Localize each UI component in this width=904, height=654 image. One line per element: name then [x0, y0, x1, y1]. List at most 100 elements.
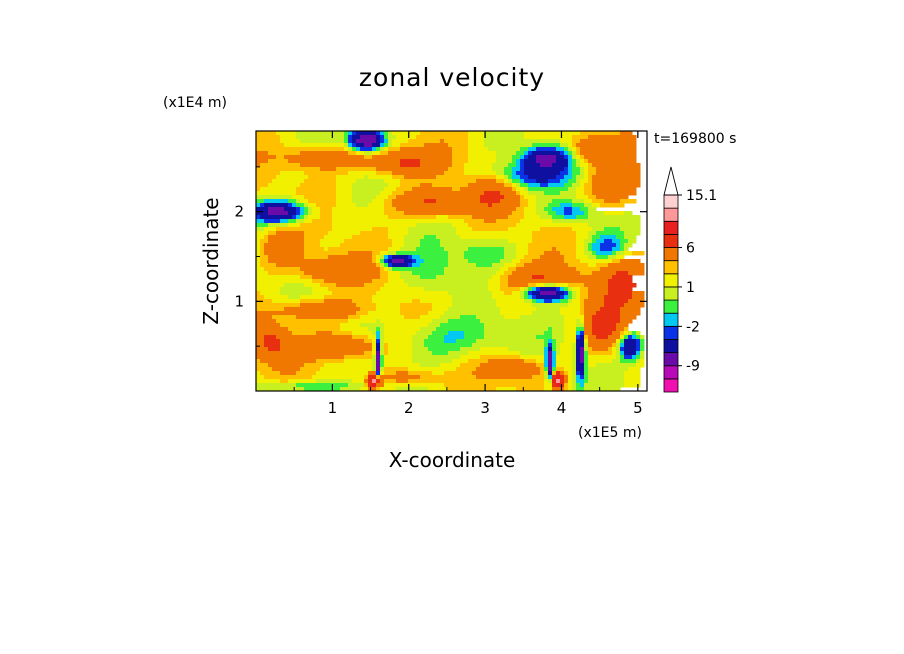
- heatmap-cell: [352, 379, 365, 384]
- heatmap-cell: [552, 359, 557, 364]
- heatmap-cell: [544, 375, 549, 380]
- heatmap-cell: [288, 199, 297, 204]
- heatmap-cell: [580, 163, 589, 168]
- heatmap-cell: [584, 379, 589, 384]
- heatmap-cell: [324, 235, 353, 240]
- heatmap-cell: [256, 267, 265, 272]
- heatmap-cell: [548, 367, 553, 372]
- heatmap-cell: [376, 319, 381, 324]
- heatmap-cell: [384, 371, 397, 376]
- heatmap-cell: [532, 299, 537, 304]
- heatmap-cell: [264, 339, 281, 344]
- heatmap-cell: [572, 171, 581, 176]
- y-axis: 12: [234, 166, 647, 347]
- heatmap-cell: [384, 267, 389, 272]
- colorbar-segment: [663, 220, 679, 235]
- heatmap-cell: [552, 343, 557, 348]
- heatmap-cell: [584, 323, 593, 328]
- heatmap-cell: [380, 259, 385, 264]
- heatmap-cell: [380, 251, 389, 256]
- heatmap-cell: [568, 303, 581, 308]
- heatmap-cell: [580, 155, 585, 160]
- heatmap-cell: [468, 151, 497, 156]
- heatmap-cell: [440, 243, 517, 248]
- heatmap-cell: [564, 383, 569, 388]
- colorbar-segment: [663, 378, 679, 393]
- heatmap-cell: [620, 343, 625, 348]
- heatmap-cell: [376, 147, 381, 152]
- heatmap-cell: [260, 251, 265, 256]
- heatmap-cell: [588, 379, 625, 384]
- heatmap-cell: [500, 311, 533, 316]
- heatmap-cell: [620, 339, 625, 344]
- heatmap-cell: [572, 367, 577, 372]
- heatmap-cell: [616, 271, 629, 276]
- heatmap-cell: [548, 211, 557, 216]
- heatmap-cell: [452, 299, 497, 304]
- heatmap-cell: [256, 131, 277, 136]
- heatmap-cell: [332, 227, 373, 232]
- heatmap-cell: [460, 347, 481, 352]
- heatmap-cell: [576, 179, 581, 184]
- heatmap-cell: [376, 135, 381, 140]
- heatmap-cell: [348, 139, 353, 144]
- heatmap-cell: [524, 299, 533, 304]
- heatmap-cell: [520, 163, 525, 168]
- heatmap-cell: [532, 303, 569, 308]
- heatmap-cell: [388, 235, 405, 240]
- heatmap-cell: [260, 259, 269, 264]
- heatmap-cell: [536, 155, 557, 160]
- heatmap-cell: [520, 195, 525, 200]
- heatmap-cell: [636, 359, 641, 364]
- heatmap-cell: [624, 243, 633, 248]
- heatmap-cell: [336, 203, 357, 208]
- heatmap-cell: [372, 255, 377, 260]
- heatmap-cell: [384, 359, 413, 364]
- heatmap-cell: [624, 231, 641, 236]
- heatmap-cell: [520, 147, 529, 152]
- heatmap-cell: [640, 343, 645, 348]
- heatmap-cell: [524, 291, 529, 296]
- heatmap-cell: [624, 375, 641, 380]
- heatmap-cell: [260, 359, 317, 364]
- heatmap-cell: [640, 355, 645, 360]
- heatmap-cell: [484, 191, 501, 196]
- heatmap-cell: [388, 347, 413, 352]
- heatmap-cell: [372, 347, 377, 352]
- heatmap-cell: [412, 255, 421, 260]
- heatmap-cell: [276, 155, 285, 160]
- heatmap-cell: [304, 251, 349, 256]
- heatmap-cell: [256, 275, 301, 280]
- heatmap-cell: [440, 239, 509, 244]
- heatmap-cell: [432, 307, 449, 312]
- heatmap-cell: [572, 351, 577, 356]
- heatmap-cell: [384, 199, 393, 204]
- heatmap-cell: [588, 255, 597, 260]
- heatmap-cell: [264, 335, 277, 340]
- heatmap-cell: [584, 167, 589, 172]
- heatmap-cell: [328, 287, 381, 292]
- heatmap-cell: [552, 339, 557, 344]
- heatmap-cell: [440, 315, 461, 320]
- heatmap-cell: [356, 179, 385, 184]
- heatmap-cell: [504, 195, 521, 200]
- heatmap-cell: [256, 299, 273, 304]
- heatmap-cell: [388, 135, 397, 140]
- heatmap-cell: [388, 263, 393, 268]
- heatmap-cell: [564, 367, 573, 372]
- heatmap-cell: [556, 155, 565, 160]
- heatmap-cell: [488, 147, 521, 152]
- heatmap-cell: [392, 199, 425, 204]
- heatmap-cell: [520, 315, 565, 320]
- heatmap-cell: [276, 335, 353, 340]
- heatmap-cell: [304, 219, 313, 224]
- heatmap-cell: [576, 159, 581, 164]
- heatmap-cell: [400, 311, 429, 316]
- heatmap-cell: [376, 363, 381, 368]
- heatmap-cell: [376, 331, 381, 336]
- heatmap-cell: [272, 315, 297, 320]
- heatmap-cell: [328, 247, 389, 252]
- heatmap-cell: [544, 371, 549, 376]
- heatmap-cell: [516, 159, 521, 164]
- heatmap-cell: [580, 167, 585, 172]
